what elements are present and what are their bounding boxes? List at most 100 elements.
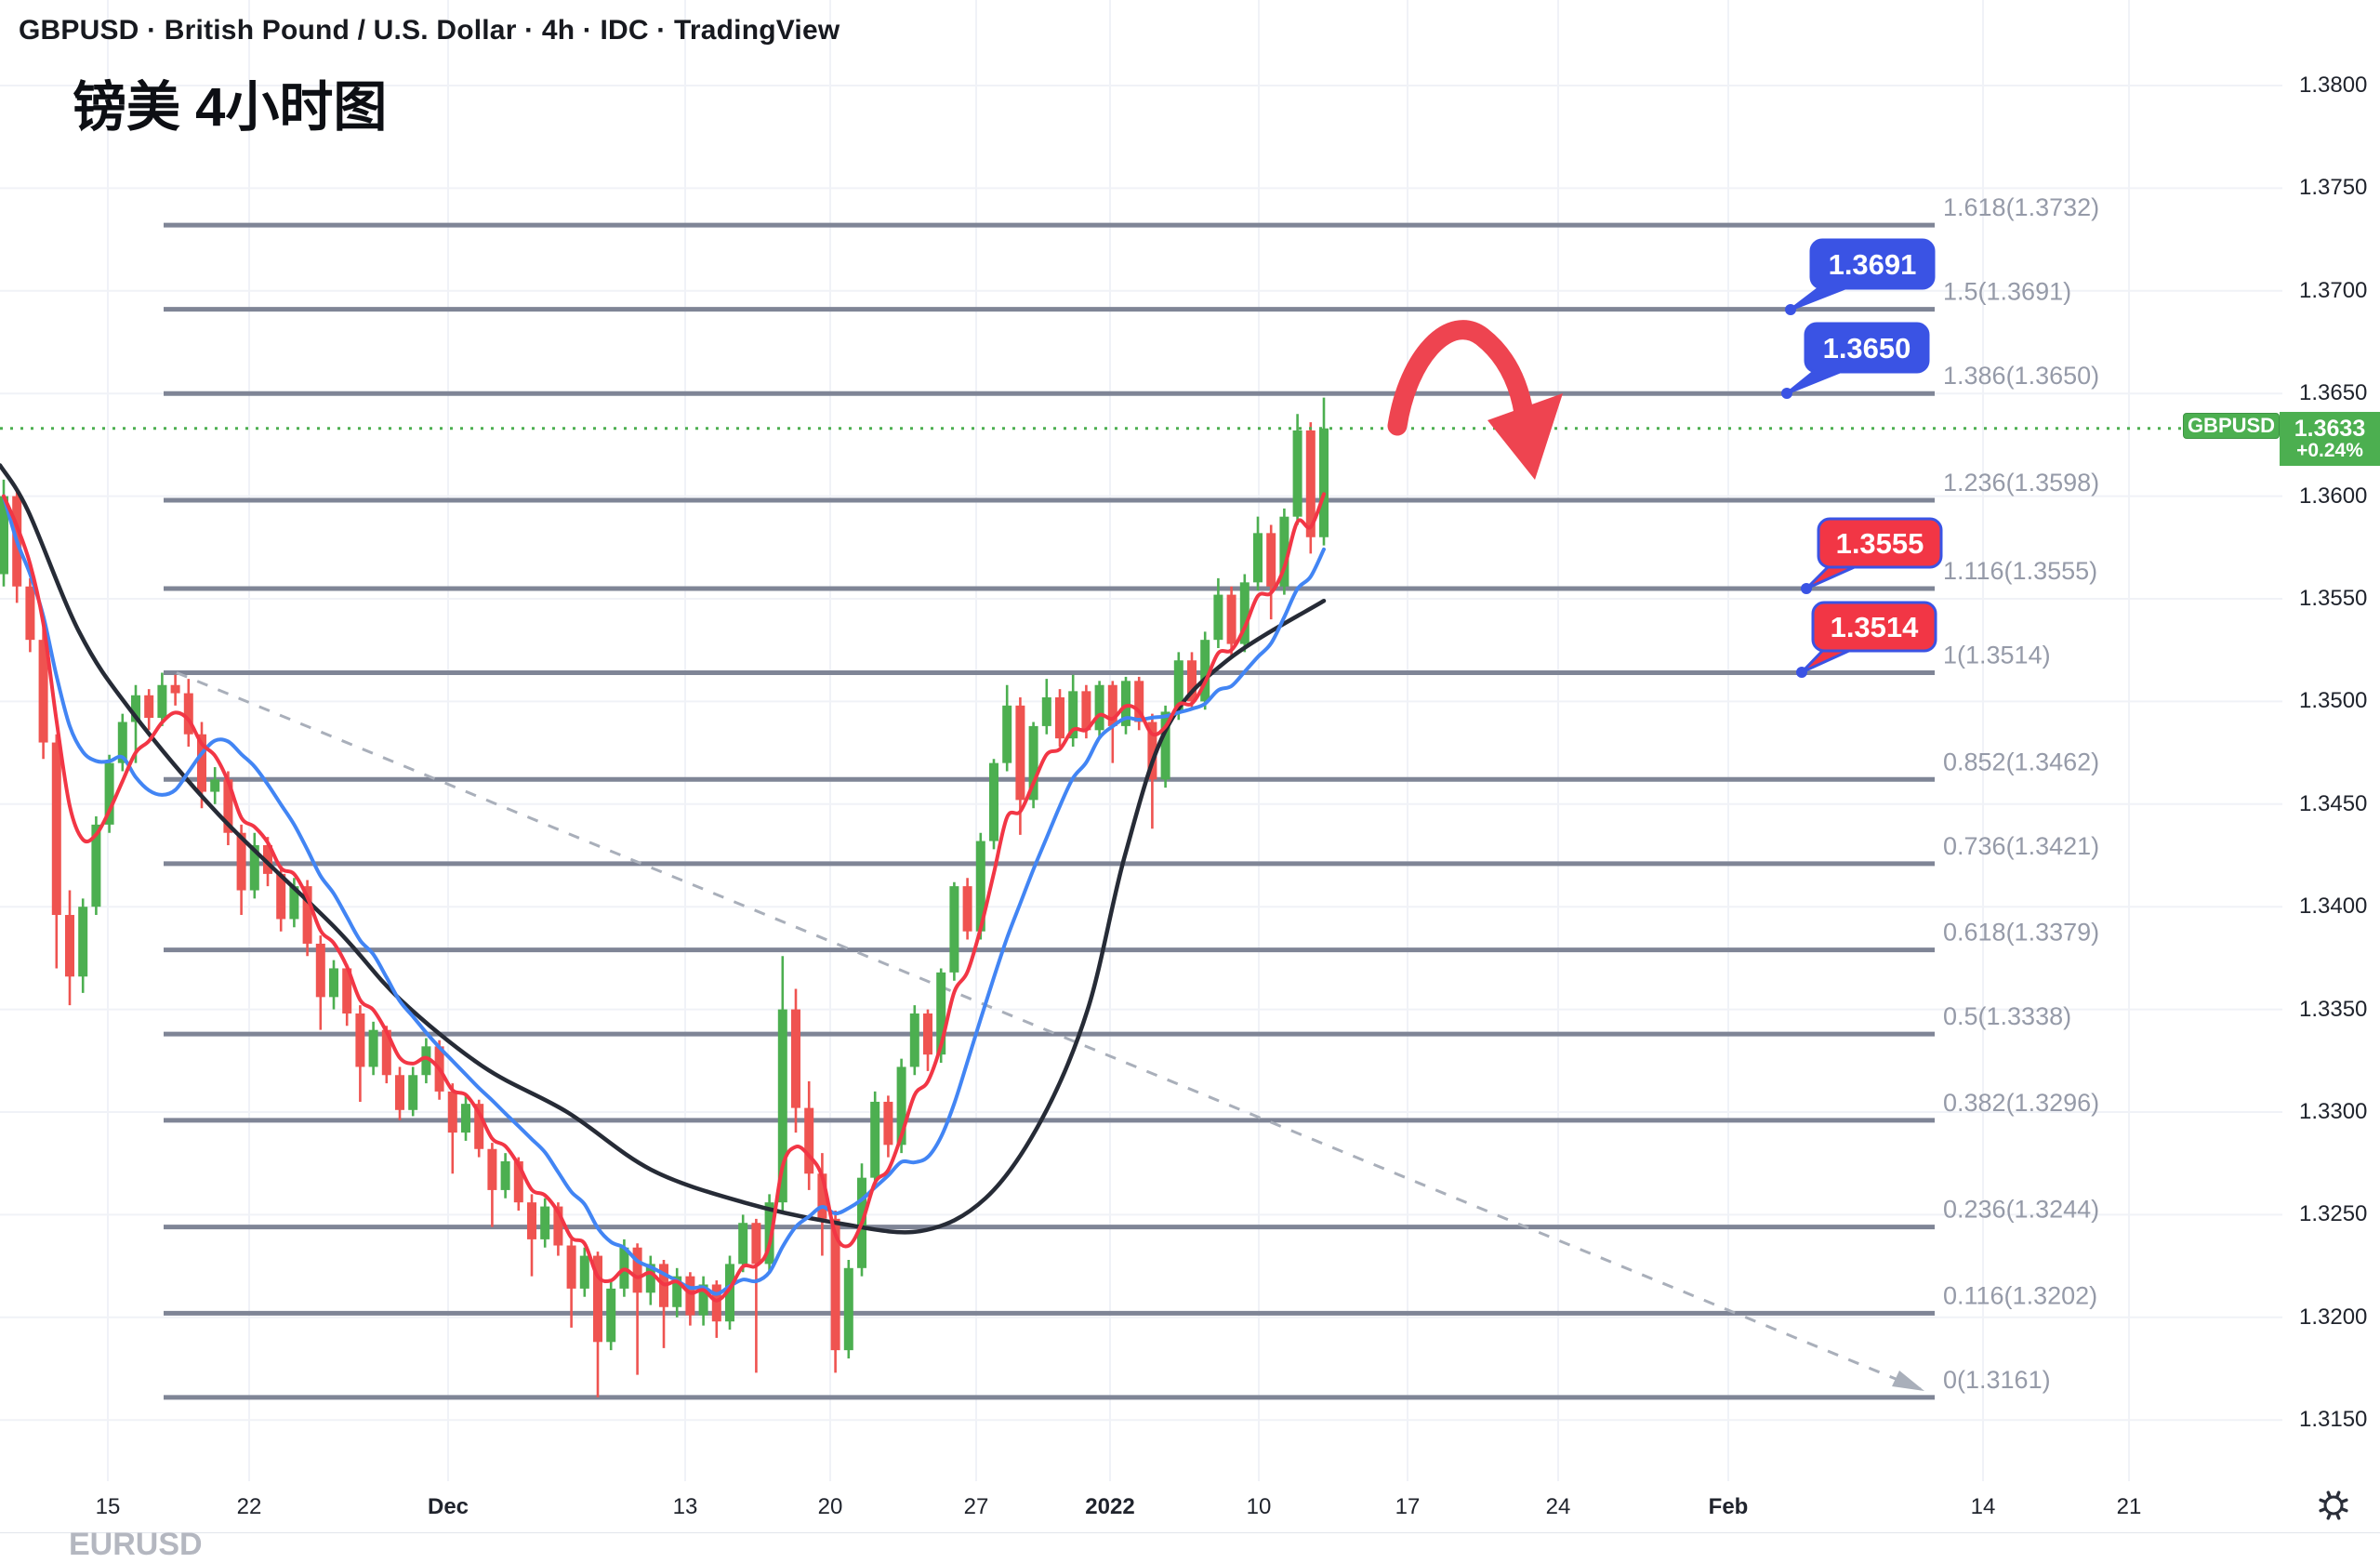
candle-body xyxy=(513,1160,523,1203)
chart-title[interactable]: 镑美 4小时图 xyxy=(73,77,388,138)
candle-body xyxy=(276,873,286,920)
callout-anchor-dot[interactable] xyxy=(1785,304,1796,315)
price-callout-label-1.3514[interactable]: 1.3514 xyxy=(1796,601,1937,678)
candle-body xyxy=(593,1255,602,1343)
time-axis-label-Feb: Feb xyxy=(1708,1494,1749,1519)
candle-body xyxy=(817,1173,827,1219)
price-callout-label-1.3650[interactable]: 1.3650 xyxy=(1781,322,1930,399)
price-axis-label-1.3650: 1.3650 xyxy=(2299,380,2368,406)
candle-body xyxy=(117,722,127,763)
candle-body xyxy=(725,1264,734,1322)
candle-body xyxy=(1015,705,1025,801)
fib-level-label-1.236: 1.236(1.3598) xyxy=(1943,469,2099,497)
candle-body xyxy=(791,1009,800,1108)
candle-body xyxy=(645,1264,655,1293)
candle-body xyxy=(104,762,114,825)
callout-anchor-dot[interactable] xyxy=(1796,667,1807,678)
candle-body xyxy=(1305,430,1316,537)
candle-body xyxy=(527,1202,536,1239)
candle-body xyxy=(381,1029,391,1076)
price-axis[interactable]: 1.3800 1.3750 1.3700 1.3650 1.3600 1.3550 1.35… xyxy=(2282,0,2380,1481)
time-axis-label-14: 14 xyxy=(1970,1494,1996,1519)
fib-level-label-0.236: 0.236(1.3244) xyxy=(1943,1196,2099,1224)
candle-body xyxy=(421,1046,431,1076)
candle-body xyxy=(289,886,299,920)
price-axis-label-1.3150: 1.3150 xyxy=(2299,1407,2368,1433)
candle-body xyxy=(540,1206,550,1239)
fib-level-label-1.116: 1.116(1.3555) xyxy=(1943,557,2097,585)
time-axis[interactable]: 15 22 Dec 13 20 27 2022 10 17 24 Feb 14 21 xyxy=(0,1481,2380,1532)
candle-body xyxy=(1292,430,1302,517)
grid-layer xyxy=(0,0,2282,1481)
price-axis-label-1.3750: 1.3750 xyxy=(2299,175,2368,201)
gear-icon xyxy=(2319,1490,2348,1520)
price-callout-label-1.3555[interactable]: 1.3555 xyxy=(1801,517,1943,594)
candle-body xyxy=(975,841,985,932)
fib-level-label-1: 1(1.3514) xyxy=(1943,641,2051,669)
price-axis-label-1.3600: 1.3600 xyxy=(2299,483,2368,509)
candle-body xyxy=(553,1206,563,1246)
current-price-value: 1.3633 xyxy=(2294,415,2366,442)
candle-body xyxy=(1319,428,1329,537)
time-axis-label-15: 15 xyxy=(95,1494,121,1519)
svg-text:1.3650: 1.3650 xyxy=(1823,332,1911,364)
callout-anchor-dot[interactable] xyxy=(1801,583,1812,594)
candle-body xyxy=(447,1091,457,1133)
candle-body xyxy=(896,1066,906,1146)
candle-body xyxy=(263,844,272,874)
fib-level-label-0.618: 0.618(1.3379) xyxy=(1943,919,2099,947)
price-callout-label-1.3691[interactable]: 1.3691 xyxy=(1785,238,1936,315)
callout-anchor-dot[interactable] xyxy=(1781,388,1792,399)
candle-body xyxy=(698,1284,708,1316)
fib-level-label-0.116: 0.116(1.3202) xyxy=(1943,1281,2097,1309)
candle-body xyxy=(0,496,8,575)
candle-body xyxy=(487,1148,497,1190)
candle-body xyxy=(131,695,140,722)
candle-body xyxy=(632,1247,642,1293)
candle-body xyxy=(1081,691,1091,731)
time-axis-label-10: 10 xyxy=(1246,1494,1272,1519)
candle-body xyxy=(870,1101,880,1178)
trendline-dashed-drawing[interactable] xyxy=(176,671,1924,1391)
candle-body xyxy=(355,1013,365,1067)
candle-body xyxy=(579,1255,589,1289)
candle-body xyxy=(1266,533,1276,587)
time-axis-label-27: 27 xyxy=(963,1494,989,1519)
pane-divider[interactable] xyxy=(0,1532,2380,1533)
price-axis-label-1.3700: 1.3700 xyxy=(2299,277,2368,303)
candle-body xyxy=(210,779,220,792)
candle-body xyxy=(197,734,206,792)
candle-body xyxy=(38,640,48,743)
time-axis-label-20: 20 xyxy=(817,1494,843,1519)
current-price-change: +0.24% xyxy=(2296,440,2363,462)
fib-level-label-0.5: 0.5(1.3338) xyxy=(1943,1002,2071,1030)
projection-arrow-drawing[interactable] xyxy=(1387,320,1563,480)
candle-body xyxy=(474,1104,484,1149)
fib-retracement-drawing[interactable]: 1.618(1.3732) 1.5(1.3691) 1.386(1.3650) 1.2… xyxy=(164,193,2099,1400)
price-axis-label-1.3200: 1.3200 xyxy=(2299,1304,2368,1330)
candle-body xyxy=(777,1009,787,1203)
ma-slow-black-line[interactable] xyxy=(0,463,1327,1235)
candle-body xyxy=(923,1013,932,1055)
candle-body xyxy=(1279,516,1289,587)
fib-level-label-0.382: 0.382(1.3296) xyxy=(1943,1089,2099,1117)
candle-body xyxy=(1134,681,1144,722)
price-axis-label-1.3300: 1.3300 xyxy=(2299,1099,2368,1124)
candle-body xyxy=(830,1218,840,1351)
candle-body xyxy=(949,886,959,973)
ma-fast-red-line[interactable] xyxy=(2,492,1326,1303)
candle-body xyxy=(1160,711,1170,780)
candle-body xyxy=(408,1075,418,1110)
candles-layer xyxy=(0,397,1329,1397)
time-axis-label-17: 17 xyxy=(1395,1494,1421,1519)
current-price-badge: 1.3633 +0.24% xyxy=(2280,412,2380,466)
candle-body xyxy=(1253,533,1263,583)
candle-body xyxy=(1041,696,1051,726)
candle-body xyxy=(751,1223,761,1265)
timezone-settings-button[interactable] xyxy=(2307,1486,2360,1525)
time-axis-label-24: 24 xyxy=(1545,1494,1571,1519)
symbol-description[interactable]: GBPUSD · British Pound / U.S. Dollar · 4… xyxy=(19,15,840,46)
ma-medium-blue-line[interactable] xyxy=(2,494,1326,1296)
